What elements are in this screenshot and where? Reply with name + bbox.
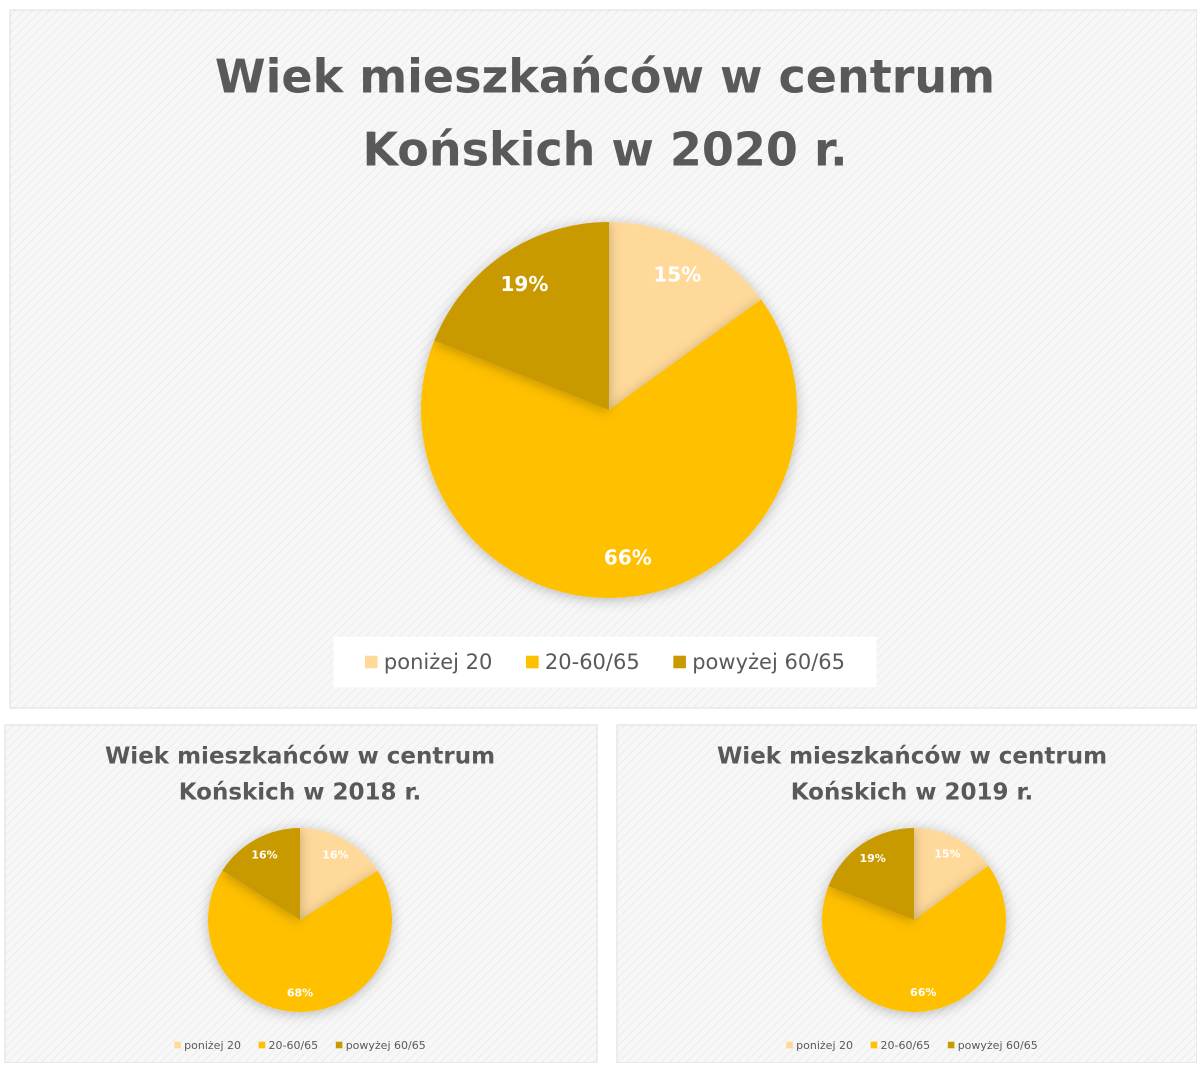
legend-swatch bbox=[335, 1041, 343, 1049]
legend-swatch bbox=[174, 1041, 181, 1049]
legend-label: 20-60/65 bbox=[269, 1039, 319, 1052]
legend-swatch bbox=[526, 655, 539, 669]
data-label: 66% bbox=[910, 986, 936, 999]
chart-title: Wiek mieszkańców w centrum bbox=[105, 744, 495, 770]
legend-label: poniżej 20 bbox=[184, 1039, 241, 1052]
data-label: 66% bbox=[604, 546, 652, 570]
data-label: 16% bbox=[251, 849, 277, 862]
legend-label: poniżej 20 bbox=[796, 1039, 853, 1052]
legend-swatch bbox=[365, 655, 378, 669]
chart-title: Wiek mieszkańców w centrum bbox=[215, 50, 995, 104]
pie-slice bbox=[222, 828, 300, 920]
chart-title: Końskich w 2019 r. bbox=[791, 780, 1034, 806]
data-label: 19% bbox=[501, 272, 549, 296]
legend-label: powyżej 60/65 bbox=[346, 1039, 426, 1052]
data-label: 16% bbox=[322, 849, 348, 862]
pie-slice bbox=[207, 870, 393, 1013]
data-label: 68% bbox=[287, 987, 313, 1000]
pie-slice bbox=[828, 828, 914, 920]
legend-swatch bbox=[673, 655, 686, 669]
legend-swatch bbox=[947, 1041, 955, 1049]
legend-label: poniżej 20 bbox=[384, 650, 493, 674]
chart-title: Wiek mieszkańców w centrum bbox=[717, 744, 1107, 770]
pie-slice bbox=[609, 222, 762, 410]
pie-slice bbox=[300, 828, 378, 920]
pie-slice bbox=[822, 865, 1006, 1013]
pie-slice bbox=[434, 222, 609, 410]
legend-label: 20-60/65 bbox=[881, 1039, 931, 1052]
legend-label: powyżej 60/65 bbox=[958, 1039, 1038, 1052]
pie-slice bbox=[420, 299, 797, 598]
legend-swatch bbox=[786, 1041, 793, 1049]
legend-swatch bbox=[870, 1041, 878, 1049]
legend-label: 20-60/65 bbox=[545, 650, 640, 674]
chart-title: Końskich w 2018 r. bbox=[179, 780, 422, 806]
legend-swatch bbox=[258, 1041, 266, 1049]
data-label: 15% bbox=[934, 847, 960, 860]
pie-slice bbox=[914, 828, 989, 920]
legend-label: powyżej 60/65 bbox=[692, 650, 845, 674]
data-label: 15% bbox=[653, 262, 701, 286]
legend-box bbox=[333, 636, 877, 688]
chart-title: Końskich w 2020 r. bbox=[362, 123, 847, 177]
data-label: 19% bbox=[859, 852, 885, 865]
